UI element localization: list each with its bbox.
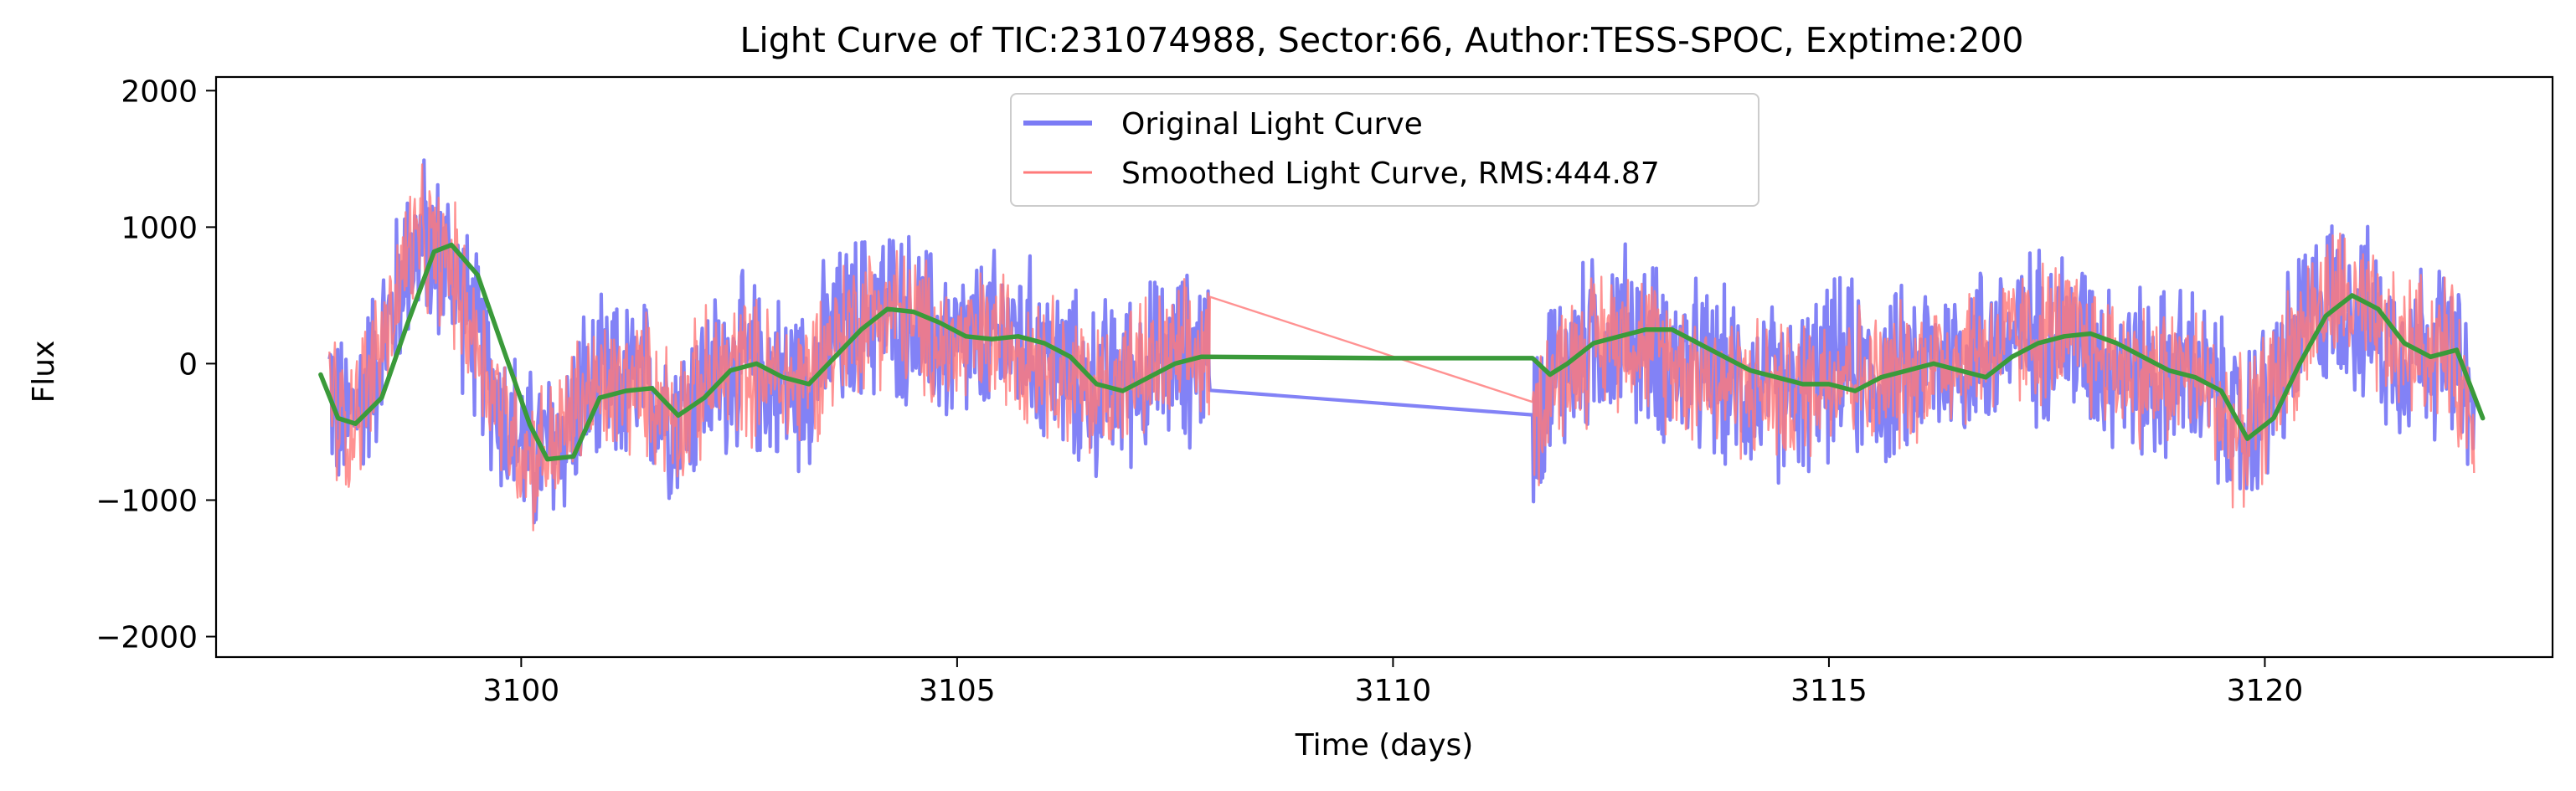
x-tick-label: 3110 xyxy=(1355,674,1432,708)
y-tick-label: 0 xyxy=(178,347,198,382)
y-axis-label: Flux xyxy=(27,341,61,403)
y-tick-label: −2000 xyxy=(95,621,198,655)
legend-box xyxy=(1010,93,1759,207)
x-tick-label: 3105 xyxy=(919,674,996,708)
x-axis: 3100 3105 3110 3115 3120 xyxy=(483,657,2304,708)
plot-area xyxy=(318,158,2486,532)
legend-label-original: Original Light Curve xyxy=(1121,107,1423,141)
y-tick-label: 1000 xyxy=(121,211,198,245)
legend: Original Light Curve Smoothed Light Curv… xyxy=(1010,93,1759,207)
series-smoothed-line xyxy=(328,163,2476,532)
x-tick-label: 3115 xyxy=(1790,674,1868,708)
legend-label-smoothed: Smoothed Light Curve, RMS:444.87 xyxy=(1121,157,1660,191)
axes-frame xyxy=(214,75,2554,659)
series-trend-line xyxy=(318,242,2486,462)
chart-title: Light Curve of TIC:231074988, Sector:66,… xyxy=(740,20,2024,60)
y-tick-label: 2000 xyxy=(121,74,198,109)
x-tick-label: 3120 xyxy=(2227,674,2304,708)
y-tick-label: −1000 xyxy=(95,484,198,518)
y-axis: −2000 −1000 0 1000 2000 xyxy=(95,74,216,655)
x-tick-label: 3100 xyxy=(483,674,560,708)
x-axis-label: Time (days) xyxy=(1295,728,1474,763)
